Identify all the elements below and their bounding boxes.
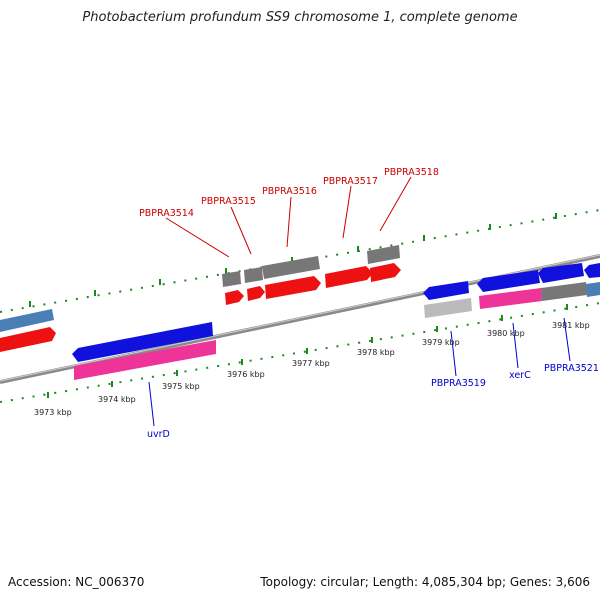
gene-PBPRA3521[interactable] [538, 263, 584, 283]
gene-PBPRA3518[interactable] [370, 263, 401, 282]
cds-xerC[interactable] [479, 288, 542, 309]
scale-tick-marks [29, 213, 568, 398]
tick-label-3974: 3974 kbp [98, 395, 136, 404]
label-PBPRA3518[interactable]: PBPRA3518 [384, 167, 439, 178]
edge-gene-red-forward[interactable] [0, 327, 56, 352]
topology-text: Topology: circular; Length: 4,085,304 bp… [260, 575, 590, 589]
gene-PBPRA3516[interactable] [265, 276, 321, 299]
gene-PBPRA3519[interactable] [423, 281, 469, 300]
upper-scale-ruler [0, 209, 600, 313]
tick-label-3978: 3978 kbp [357, 348, 395, 357]
label-PBPRA3519[interactable]: PBPRA3519 [431, 378, 486, 389]
gene-PBPRA3517[interactable] [325, 266, 373, 288]
pseudo-PBPRA3514[interactable] [222, 271, 241, 287]
lower-scale-ruler [0, 302, 600, 403]
label-PBPRA3515[interactable]: PBPRA3515 [201, 196, 256, 207]
label-PBPRA3514[interactable]: PBPRA3514 [139, 208, 194, 219]
edge-gene-right-steelblue[interactable] [586, 282, 600, 297]
label-PBPRA3521[interactable]: PBPRA3521 [544, 363, 599, 374]
forward-label-leaders [165, 176, 412, 258]
edge-gene-right-blue[interactable] [584, 263, 600, 278]
pseudo-PBPRA3516[interactable] [262, 256, 320, 279]
pseudo-xerC-tail[interactable] [541, 282, 587, 301]
gene-xerC[interactable] [477, 270, 540, 292]
gene-PBPRA3514[interactable] [225, 290, 244, 305]
pseudo-PBPRA3518[interactable] [367, 245, 400, 264]
tick-label-3981: 3981 kbp [552, 321, 590, 330]
tick-label-3976: 3976 kbp [227, 370, 265, 379]
gene-PBPRA3515[interactable] [247, 286, 265, 301]
pseudo-PBPRA3515[interactable] [244, 267, 263, 283]
label-uvrD[interactable]: uvrD [147, 429, 170, 440]
pseudo-PBPRA3519[interactable] [424, 298, 472, 318]
reverse-label-leaders [148, 317, 571, 427]
gene-uvrD[interactable] [72, 322, 213, 362]
accession-text: Accession: NC_006370 [8, 575, 145, 589]
label-PBPRA3517[interactable]: PBPRA3517 [323, 176, 378, 187]
label-xerC[interactable]: xerC [509, 370, 531, 381]
label-PBPRA3516[interactable]: PBPRA3516 [262, 186, 317, 197]
tick-label-3975: 3975 kbp [162, 382, 200, 391]
tick-label-3973: 3973 kbp [34, 408, 72, 417]
tick-label-3977: 3977 kbp [292, 359, 330, 368]
edge-gene-steelblue[interactable] [0, 309, 54, 332]
tick-label-3979: 3979 kbp [422, 338, 460, 347]
map-title: Photobacterium profundum SS9 chromosome … [82, 10, 518, 25]
tick-label-3980: 3980 kbp [487, 329, 525, 338]
cds-uvrD[interactable] [74, 340, 216, 380]
